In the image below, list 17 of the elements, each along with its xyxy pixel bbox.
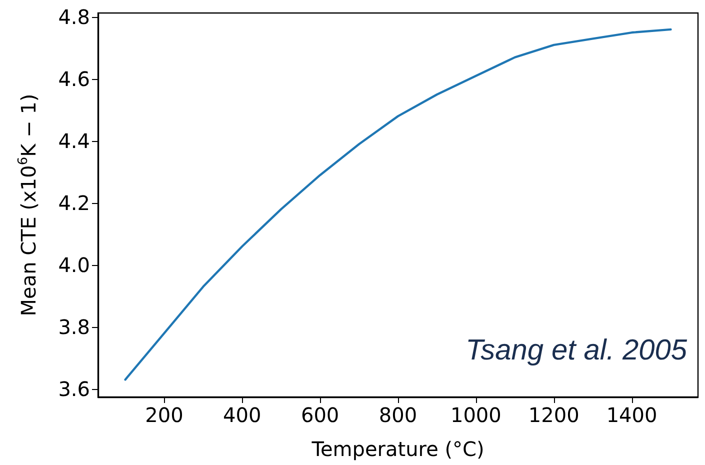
y-tick-label: 4.4 xyxy=(58,129,90,153)
x-tick-label: 1000 xyxy=(450,403,502,427)
annotation: Tsang et al. 2005 xyxy=(466,334,688,366)
y-tick-label: 3.6 xyxy=(58,376,90,401)
x-tick-label: 200 xyxy=(145,403,184,427)
y-tick-label: 4.8 xyxy=(58,5,90,30)
x-tick-label: 600 xyxy=(300,403,340,427)
x-tick-label: 1400 xyxy=(606,403,658,427)
x-tick-label: 800 xyxy=(378,403,418,427)
y-tick-label: 3.8 xyxy=(58,314,90,339)
y-tick-label: 4.0 xyxy=(58,252,90,277)
x-tick-label: 1200 xyxy=(528,403,580,427)
y-tick-label: 4.6 xyxy=(58,67,90,92)
x-axis-title: Temperature (°C) xyxy=(310,437,484,461)
x-tick-label: 400 xyxy=(223,403,262,427)
y-axis-title: Mean CTE (x106K − 1) xyxy=(16,94,40,316)
y-tick-label: 4.2 xyxy=(58,190,90,215)
